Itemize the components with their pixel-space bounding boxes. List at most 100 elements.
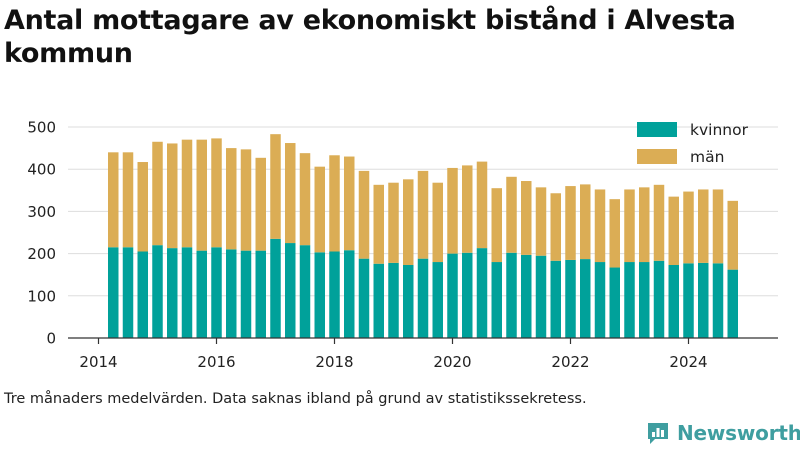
bar-man [373, 184, 384, 264]
bar-kvinnor [712, 263, 724, 338]
legend-swatch [637, 149, 677, 164]
bar-kvinnor [594, 262, 606, 338]
bar-man [535, 187, 547, 256]
bar-kvinnor [535, 255, 547, 338]
bar-kvinnor [506, 252, 517, 338]
bar-kvinnor [403, 264, 414, 338]
bar-man [167, 143, 178, 249]
bar-man [491, 188, 502, 263]
bar-kvinnor [270, 238, 281, 338]
bars [108, 134, 738, 338]
brand-name: Newsworthy [677, 421, 800, 445]
bar-kvinnor [653, 260, 665, 338]
legend-label: kvinnor [690, 121, 749, 139]
bar-man [403, 179, 414, 265]
bar-kvinnor [373, 263, 384, 338]
newsworthy-brand[interactable]: Newsworthy [645, 419, 800, 447]
y-tick-label: 400 [27, 161, 56, 179]
bar-kvinnor [388, 262, 399, 338]
bar-kvinnor [462, 252, 473, 338]
bar-kvinnor [240, 250, 252, 338]
y-tick-label: 0 [46, 330, 56, 348]
bar-man [565, 186, 576, 260]
bar-kvinnor [226, 249, 237, 338]
bar-kvinnor [609, 267, 620, 338]
axes: 0 100 200 300 400 500 2014 2016 2018 2020 2022 2024 [27, 119, 778, 371]
x-tick-label: 2022 [551, 353, 589, 371]
bar-man [211, 138, 222, 248]
bar-man [299, 153, 311, 246]
bar-man [108, 152, 119, 248]
bar-kvinnor [329, 251, 340, 338]
bar-man [698, 189, 709, 263]
bar-man [122, 152, 134, 248]
bar-man [609, 199, 620, 268]
bar-man [388, 182, 399, 263]
bar-kvinnor [550, 260, 561, 338]
bar-man [137, 162, 148, 252]
bar-kvinnor [668, 264, 679, 338]
bar-man [417, 170, 429, 259]
x-tick-label: 2014 [79, 353, 117, 371]
bar-man [594, 189, 606, 263]
chart-title: Antal mottagare av ekonomiskt bistånd i … [4, 5, 736, 69]
bar-kvinnor [122, 247, 134, 338]
bar-kvinnor [432, 262, 443, 338]
bar-kvinnor [137, 251, 148, 338]
bar-man [270, 134, 281, 239]
y-tick-label: 200 [27, 245, 56, 263]
bar-kvinnor [196, 250, 207, 338]
bar-man [344, 156, 355, 251]
y-tick-label: 100 [27, 287, 56, 305]
bar-man [314, 166, 325, 253]
bar-kvinnor [580, 259, 591, 338]
bar-man [550, 193, 561, 261]
bar-man [285, 143, 296, 244]
bar-kvinnor [167, 248, 178, 338]
bar-man [668, 196, 679, 265]
bar-kvinnor [727, 269, 738, 338]
bar-kvinnor [358, 258, 370, 338]
bar-man [255, 157, 266, 251]
bar-kvinnor [521, 254, 532, 338]
bar-man [181, 139, 193, 248]
bar-kvinnor [108, 247, 119, 338]
newsworthy-logo-icon [648, 423, 668, 444]
bar-kvinnor [491, 262, 502, 338]
bar-kvinnor [285, 243, 296, 338]
bar-man [683, 191, 694, 264]
bar-man [226, 148, 237, 250]
bar-kvinnor [314, 252, 325, 338]
x-tick-label: 2020 [433, 353, 471, 371]
legend: kvinnor män [637, 121, 749, 166]
bar-kvinnor [624, 262, 635, 338]
x-tick-label: 2018 [315, 353, 353, 371]
legend-label: män [690, 148, 724, 166]
bar-man [506, 176, 517, 253]
y-tick-label: 300 [27, 203, 56, 221]
bar-man [240, 149, 252, 251]
bar-man [152, 141, 163, 246]
legend-swatch [637, 122, 677, 137]
bar-kvinnor [683, 263, 694, 338]
bar-kvinnor [344, 250, 355, 338]
bar-man [476, 161, 488, 249]
bar-kvinnor [255, 250, 266, 338]
bar-kvinnor [181, 247, 193, 338]
bar-man [639, 187, 650, 263]
bar-man [358, 170, 370, 259]
bar-man [624, 189, 635, 263]
bar-kvinnor [639, 262, 650, 338]
bar-kvinnor [299, 245, 311, 338]
x-tick-label: 2024 [669, 353, 707, 371]
y-tick-label: 500 [27, 119, 56, 137]
bar-kvinnor [417, 258, 429, 338]
bar-man [447, 167, 458, 254]
bar-kvinnor [447, 253, 458, 338]
bar-man [653, 184, 665, 261]
bar-man [329, 155, 340, 252]
bar-man [712, 189, 724, 264]
bar-man [521, 181, 532, 255]
bar-kvinnor [211, 247, 222, 338]
